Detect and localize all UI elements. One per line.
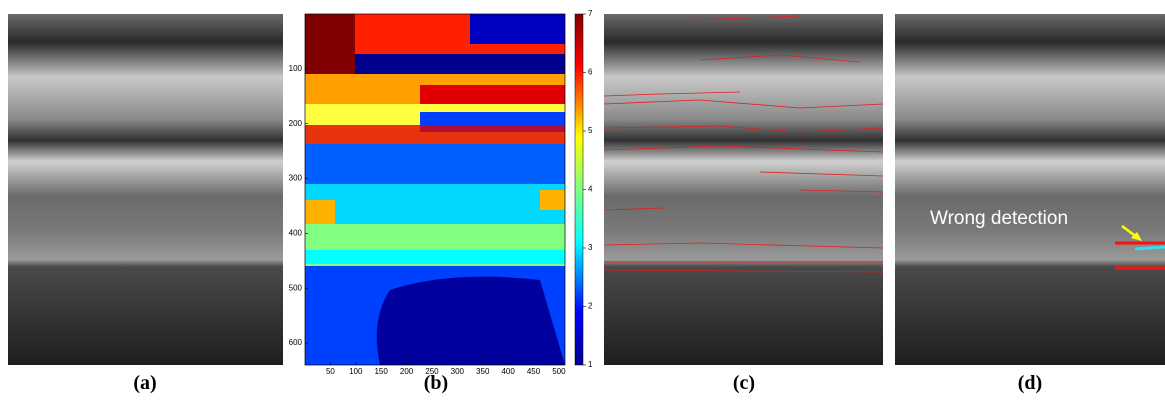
panel-label: (d)	[1018, 372, 1042, 394]
colorbar-tick-label: 4	[588, 185, 593, 194]
axes-box	[304, 13, 566, 366]
x-tick-label: 50	[326, 367, 335, 376]
x-tick-label: 100	[349, 367, 363, 376]
x-tick-label: 450	[527, 367, 541, 376]
colorbar-tick-label: 2	[588, 302, 593, 311]
y-tick-label: 200	[289, 119, 303, 128]
y-tick-label: 400	[289, 228, 303, 237]
x-tick-label: 300	[451, 367, 465, 376]
colorbar-tick-label: 6	[588, 68, 593, 77]
y-tick-label: 300	[289, 174, 303, 183]
colorbar-tick-label: 1	[588, 360, 593, 369]
wrong-detection	[1134, 245, 1165, 251]
x-tick-label: 150	[374, 367, 388, 376]
x-tick-label: 350	[476, 367, 490, 376]
y-tick-label: 100	[289, 64, 303, 73]
panel-label: (a)	[133, 372, 156, 394]
photo	[895, 14, 1165, 365]
y-tick-label: 500	[289, 283, 303, 292]
annotation: Wrong detection	[930, 208, 1068, 229]
panel-label: (c)	[733, 372, 755, 394]
arrowhead	[1131, 232, 1142, 241]
photo	[8, 14, 283, 365]
colorbar-tick-label: 5	[588, 126, 593, 135]
x-tick-label: 400	[501, 367, 515, 376]
colorbar	[574, 13, 584, 366]
photo	[604, 14, 883, 365]
colorbar-tick-label: 7	[588, 9, 593, 18]
y-tick-label: 600	[289, 338, 303, 347]
segmentation-map	[305, 14, 565, 365]
panel-label: (b)	[424, 372, 448, 394]
x-tick-label: 500	[552, 367, 566, 376]
detected-lines	[603, 15, 884, 273]
x-tick-label: 200	[400, 367, 414, 376]
x-tick-label: 250	[425, 367, 439, 376]
colorbar-tick-label: 3	[588, 243, 593, 252]
